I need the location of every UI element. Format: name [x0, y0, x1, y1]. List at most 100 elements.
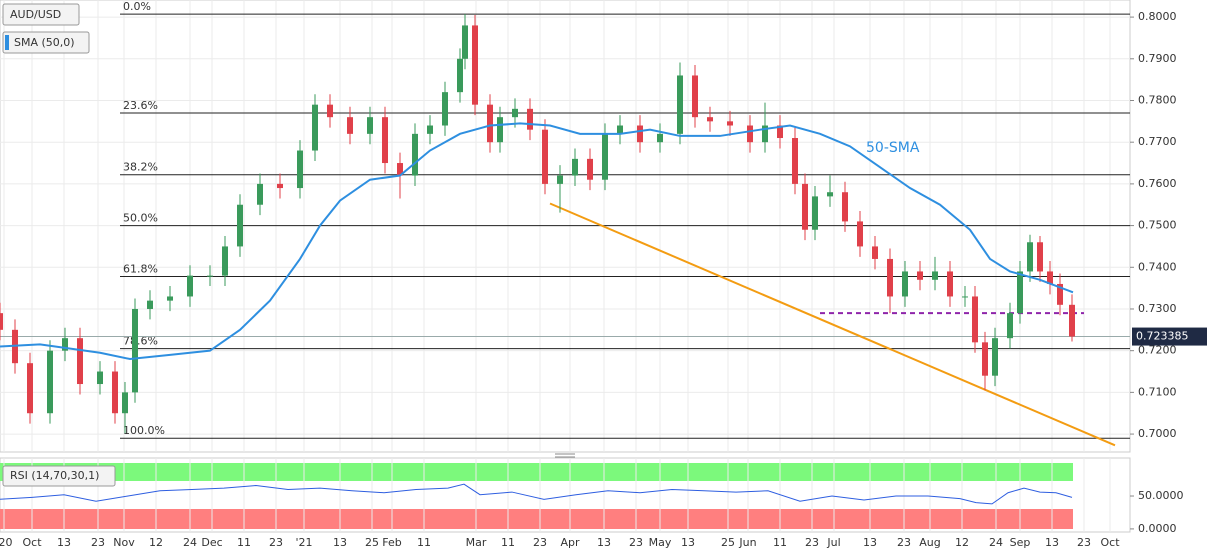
candle-body [827, 192, 833, 197]
y-tick-label: 0.7600 [1138, 177, 1177, 190]
candle-body [617, 125, 623, 134]
candle-body [887, 258, 893, 297]
candle-body [312, 104, 318, 151]
candle-body [637, 125, 643, 143]
legend-box[interactable] [2, 3, 80, 26]
candle-body [427, 125, 433, 134]
candle-body [132, 308, 138, 393]
candle-body [747, 125, 753, 143]
candle-body [1007, 313, 1013, 339]
candle-body [47, 350, 53, 414]
fib-label: 0.0% [123, 0, 151, 13]
candle-body [0, 313, 3, 330]
candle-body [557, 175, 563, 184]
candle-body [487, 104, 493, 143]
candle-body [707, 117, 713, 122]
x-tick-label: Nov [113, 536, 135, 549]
legend-box[interactable] [2, 31, 90, 54]
candle-body [542, 129, 548, 184]
x-tick-label: 12 [955, 536, 969, 549]
last-price-tag [1132, 327, 1207, 346]
candle-body [297, 150, 303, 189]
candle-body [347, 117, 353, 134]
candle-body [367, 117, 373, 134]
candle-body [1027, 242, 1033, 272]
candle-body [947, 271, 953, 297]
candle-body [397, 163, 403, 176]
candle-body [812, 196, 818, 230]
x-tick-label: 25 [365, 536, 379, 549]
candle-body [207, 275, 213, 277]
candle-body [97, 371, 103, 385]
fib-label: 61.8% [123, 262, 158, 275]
candle-body [77, 338, 83, 385]
x-tick-label: Dec [201, 536, 222, 549]
chart-title: AUD/USD [10, 8, 61, 21]
candle-body [857, 221, 863, 247]
y-tick-label: 0.7000 [1138, 427, 1177, 440]
candle-body [762, 125, 768, 143]
candle-body [62, 338, 68, 351]
candle-body [462, 25, 468, 59]
fib-label: 78.6% [123, 335, 158, 348]
y-tick-label: 0.7800 [1138, 93, 1177, 106]
candle-body [992, 338, 998, 376]
candle-body [222, 246, 228, 276]
x-tick-label: Feb [382, 536, 401, 549]
x-tick-label: 23 [533, 536, 547, 549]
candle-body [167, 296, 173, 301]
candle-body [497, 117, 503, 143]
x-tick-label: 11 [773, 536, 787, 549]
candle-body [962, 296, 968, 298]
legend-label: SMA (50,0) [14, 36, 75, 49]
candle-body [982, 342, 988, 376]
x-tick-label: '21 [295, 536, 312, 549]
sma-line [0, 122, 1074, 361]
candle-body [657, 133, 663, 143]
fib-label: 50.0% [123, 212, 158, 225]
y-tick-label: 0.7700 [1138, 135, 1177, 148]
x-tick-label: 13 [597, 536, 611, 549]
x-tick-label: 23 [269, 536, 283, 549]
candle-body [187, 275, 193, 297]
candle-body [972, 296, 978, 343]
candle-body [727, 121, 733, 126]
y-tick-label: 0.7500 [1138, 219, 1177, 232]
y-tick-label: 50.0000 [1138, 489, 1184, 502]
x-tick-label: 12 [149, 536, 163, 549]
candle-body [792, 138, 798, 184]
x-tick-label: 11 [417, 536, 431, 549]
y-tick-label: 0.7300 [1138, 302, 1177, 315]
x-tick-label: Jun [738, 536, 756, 549]
candle-body [872, 246, 878, 259]
y-tick-label: 0.7200 [1138, 344, 1177, 357]
trendline [549, 202, 1116, 447]
candle-body [512, 108, 518, 118]
candle-body [842, 192, 848, 222]
fib-label: 23.6% [123, 99, 158, 112]
x-tick-label: '20 [0, 536, 13, 549]
x-tick-label: 13 [863, 536, 877, 549]
candle-body [457, 58, 463, 93]
y-tick-label: 0.7900 [1138, 52, 1177, 65]
candle-body [527, 108, 533, 130]
legend-box[interactable] [2, 465, 116, 487]
candle-body [412, 133, 418, 176]
x-tick-label: Oct [1100, 536, 1120, 549]
x-tick-label: Aug [919, 536, 940, 549]
x-tick-label: May [649, 536, 672, 549]
x-tick-label: 23 [897, 536, 911, 549]
x-tick-label: 24 [183, 536, 197, 549]
x-tick-label: 23 [629, 536, 643, 549]
fib-label: 38.2% [123, 161, 158, 174]
candle-body [917, 271, 923, 280]
oversold-zone [0, 509, 1073, 529]
candle-body [122, 392, 128, 414]
y-tick-label: 0.7100 [1138, 385, 1177, 398]
x-tick-label: Mar [466, 536, 487, 549]
x-tick-label: Oct [22, 536, 42, 549]
x-tick-label: 11 [501, 536, 515, 549]
y-tick-label: 0.8000 [1138, 10, 1177, 23]
candle-body [1017, 271, 1023, 314]
candle-body [472, 25, 478, 105]
